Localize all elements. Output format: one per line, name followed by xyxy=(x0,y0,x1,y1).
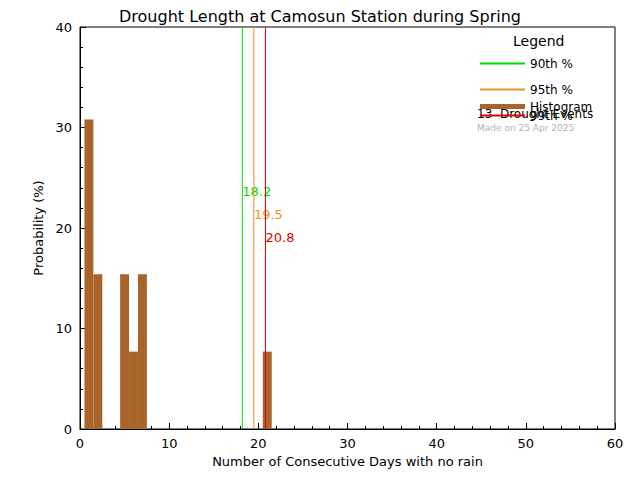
svg-text:40: 40 xyxy=(55,20,72,35)
svg-text:Number of Consecutive Days wit: Number of Consecutive Days with no rain xyxy=(212,454,483,469)
svg-text:Probability (%): Probability (%) xyxy=(31,180,46,275)
svg-text:18.2: 18.2 xyxy=(242,184,271,199)
svg-text:10: 10 xyxy=(55,321,72,336)
svg-text:19.5: 19.5 xyxy=(254,207,283,222)
svg-text:20: 20 xyxy=(55,221,72,236)
svg-text:95th %: 95th % xyxy=(530,83,573,97)
svg-text:50: 50 xyxy=(518,436,535,451)
svg-text:0: 0 xyxy=(76,436,84,451)
svg-text:99th %: 99th % xyxy=(530,108,573,123)
svg-text:40: 40 xyxy=(428,436,445,451)
svg-text:60: 60 xyxy=(607,436,624,451)
svg-text:Legend: Legend xyxy=(513,33,564,49)
svg-text:20.8: 20.8 xyxy=(265,230,294,245)
svg-text:Histogram: Histogram xyxy=(530,100,592,114)
svg-text:Drought Length at Camosun Stat: Drought Length at Camosun Station during… xyxy=(119,7,521,26)
svg-text:Made on 25 Apr 2025: Made on 25 Apr 2025 xyxy=(477,123,574,133)
svg-text:20: 20 xyxy=(250,436,267,451)
svg-text:0: 0 xyxy=(64,422,72,437)
svg-text:90th %: 90th % xyxy=(530,57,573,71)
svg-text:30: 30 xyxy=(55,120,72,135)
svg-text:30: 30 xyxy=(339,436,356,451)
svg-text:10: 10 xyxy=(161,436,178,451)
